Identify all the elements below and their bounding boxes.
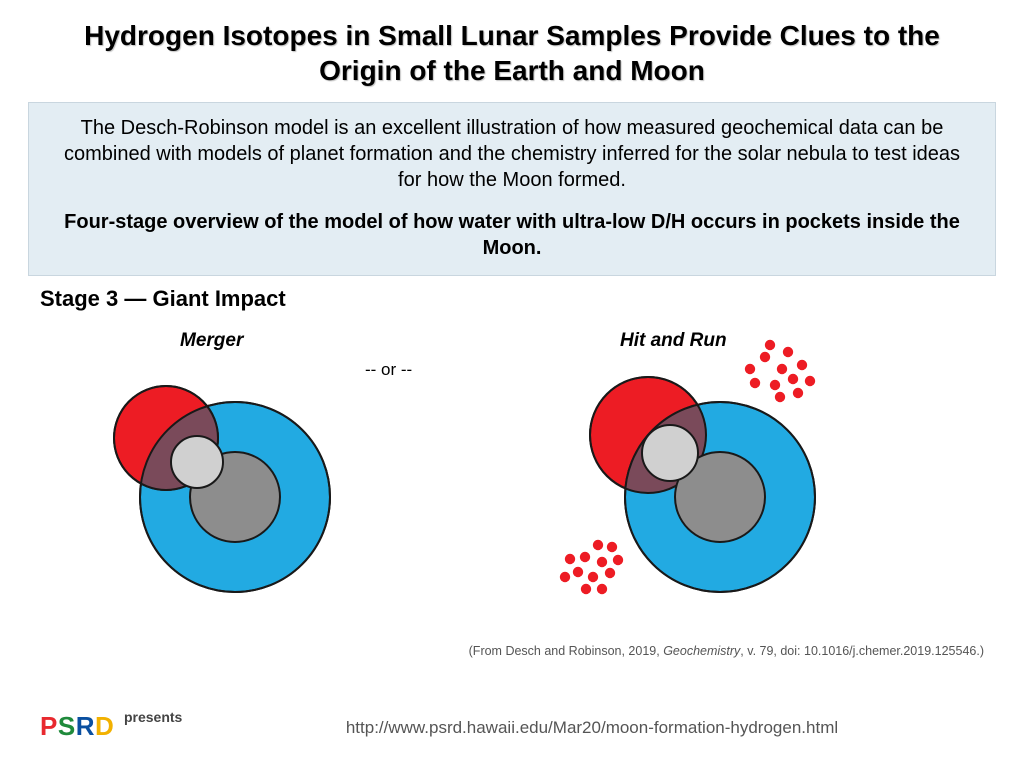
citation-prefix: (From Desch and Robinson, 2019, [469,644,664,658]
citation-suffix: , v. 79, doi: 10.1016/j.chemer.2019.1255… [740,644,984,658]
page-title: Hydrogen Isotopes in Small Lunar Samples… [0,0,1024,98]
logo-letter-s: S [58,711,76,741]
logo-letter-p: P [40,711,58,741]
info-paragraph-1: The Desch-Robinson model is an excellent… [55,115,969,193]
psrd-logo: PSRD presents [40,711,182,742]
info-box: The Desch-Robinson model is an excellent… [28,102,996,276]
diagram-area: Merger Hit and Run -- or -- [0,312,1024,632]
hit-and-run-diagram [530,327,850,627]
logo-letter-r: R [76,711,95,741]
citation-journal: Geochemistry [663,644,740,658]
logo-letter-d: D [95,711,114,741]
or-label: -- or -- [365,360,412,380]
stage-label: Stage 3 — Giant Impact [40,286,1024,312]
info-paragraph-2: Four-stage overview of the model of how … [55,209,969,261]
logo-presents: presents [124,709,182,725]
merger-label: Merger [180,330,243,352]
merger-diagram [95,352,355,612]
citation: (From Desch and Robinson, 2019, Geochemi… [469,644,984,658]
